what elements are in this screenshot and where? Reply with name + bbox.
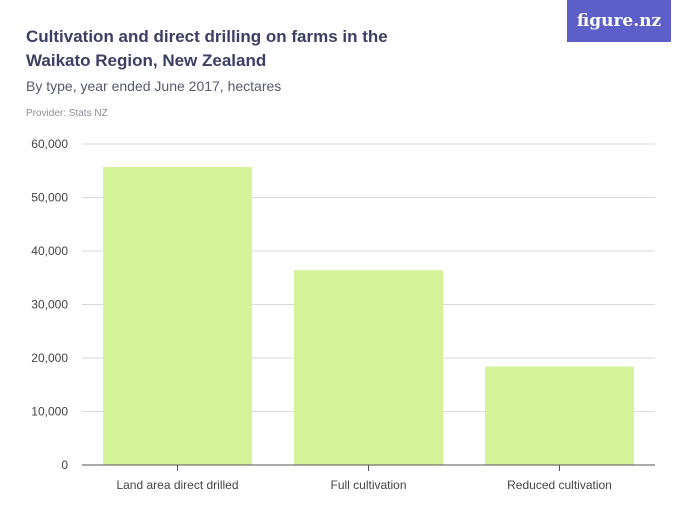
y-tick-label: 60,000 <box>31 137 68 151</box>
x-tick-label: Land area direct drilled <box>116 478 238 492</box>
figure-nz-logo[interactable]: figure.nz <box>567 0 671 42</box>
bar-reduced-cultivation[interactable] <box>485 366 634 465</box>
data-provider: Provider: Stats NZ <box>26 108 108 119</box>
chart-title: Cultivation and direct drilling on farms… <box>26 27 388 70</box>
y-tick-label: 0 <box>61 458 68 472</box>
bars <box>103 167 634 465</box>
axes: 0 10,000 20,000 30,000 40,000 50,000 60,000 Lan… <box>31 137 655 492</box>
bar-full-cultivation[interactable] <box>294 270 443 465</box>
y-tick-label: 40,000 <box>31 244 68 258</box>
x-tick-label: Full cultivation <box>330 478 406 492</box>
chart-subtitle: By type, year ended June 2017, hectares <box>26 78 282 94</box>
y-tick-label: 30,000 <box>31 298 68 312</box>
x-tick-label: Reduced cultivation <box>507 478 612 492</box>
y-tick-label: 50,000 <box>31 191 68 205</box>
y-tick-label: 20,000 <box>31 351 68 365</box>
bar-land-area-direct-drilled[interactable] <box>103 167 252 465</box>
y-tick-label: 10,000 <box>31 405 68 419</box>
